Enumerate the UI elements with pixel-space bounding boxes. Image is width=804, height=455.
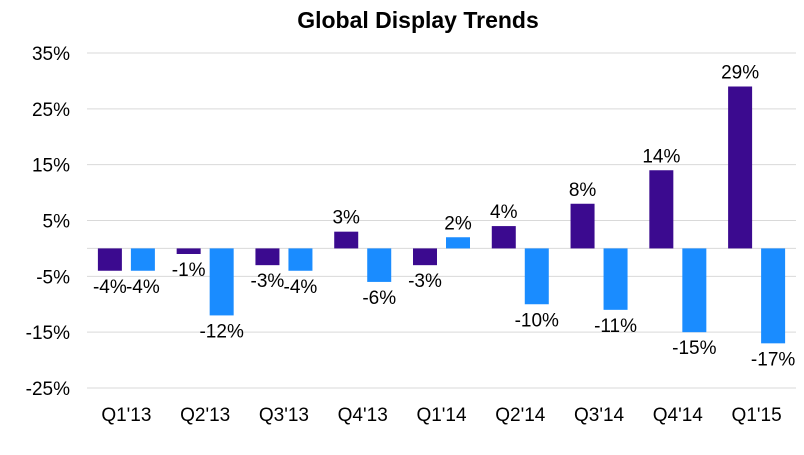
data-label: 3% xyxy=(332,208,360,229)
bar-series-1 xyxy=(97,248,122,271)
x-tick-label: Q3'13 xyxy=(259,405,309,426)
data-label: -1% xyxy=(172,260,206,281)
bar-series-1 xyxy=(334,231,359,249)
bar-series-1 xyxy=(570,203,595,249)
y-axis-ticks: 35% 25% 15% 5% -5% -15% -25% xyxy=(26,44,70,400)
x-axis-ticks: Q1'13 Q2'13 Q3'13 Q4'13 Q1'14 Q2'14 Q3'14 Q4'14… xyxy=(101,405,781,426)
x-tick-label: Q2'13 xyxy=(180,405,230,426)
bar-series-1 xyxy=(176,248,201,254)
data-label: -4% xyxy=(284,277,318,298)
data-labels: -4% -4%-1%-12%-3% -4%3%-6%-3%2%4%-10%8%-11… xyxy=(93,63,795,371)
data-label: 2% xyxy=(444,213,472,234)
data-label: 14% xyxy=(642,146,680,167)
x-tick-label: Q4'13 xyxy=(338,405,388,426)
data-label: -11% xyxy=(594,316,637,337)
bar-series-1 xyxy=(255,248,280,266)
y-tick-label: 15% xyxy=(32,156,70,177)
data-label: -10% xyxy=(515,310,559,331)
y-tick-label: -25% xyxy=(26,379,70,400)
chart-title: Global Display Trends xyxy=(297,7,539,33)
x-tick-label: Q1'13 xyxy=(101,405,151,426)
bar-series-2 xyxy=(130,248,155,271)
bars xyxy=(97,86,786,344)
y-tick-label: 35% xyxy=(32,44,70,65)
y-tick-label: 25% xyxy=(32,100,70,121)
data-label: 8% xyxy=(569,180,597,201)
x-tick-label: Q1'15 xyxy=(732,405,782,426)
data-label: 29% xyxy=(721,63,759,84)
bar-series-2 xyxy=(288,248,313,271)
bar-series-1 xyxy=(413,248,437,266)
bar-series-2 xyxy=(761,248,786,344)
y-tick-label: -15% xyxy=(26,323,70,344)
bar-series-2 xyxy=(209,248,234,316)
data-label: -3% xyxy=(408,271,442,292)
data-label: -4% xyxy=(93,277,127,298)
x-tick-label: Q2'14 xyxy=(495,405,546,426)
gridlines xyxy=(87,52,796,389)
bar-series-2 xyxy=(446,237,470,249)
bar-series-2 xyxy=(603,248,628,310)
x-tick-label: Q3'14 xyxy=(574,405,625,426)
bar-series-1 xyxy=(649,170,674,249)
data-label: -12% xyxy=(199,321,243,342)
data-label: 4% xyxy=(490,202,518,223)
bar-series-2 xyxy=(367,248,392,282)
x-tick-label: Q1'14 xyxy=(416,405,467,426)
data-label: -6% xyxy=(362,288,396,309)
x-tick-label: Q4'14 xyxy=(653,405,704,426)
y-tick-label: -5% xyxy=(36,267,70,288)
bar-series-2 xyxy=(524,248,549,305)
y-tick-label: 5% xyxy=(43,212,71,233)
bar-series-2 xyxy=(682,248,707,333)
data-label: -15% xyxy=(672,338,716,359)
bar-series-1 xyxy=(491,226,516,249)
data-label: -3% xyxy=(251,271,285,292)
data-label: -17% xyxy=(751,349,795,370)
bar-series-1 xyxy=(728,86,753,249)
data-label: -4% xyxy=(126,277,160,298)
